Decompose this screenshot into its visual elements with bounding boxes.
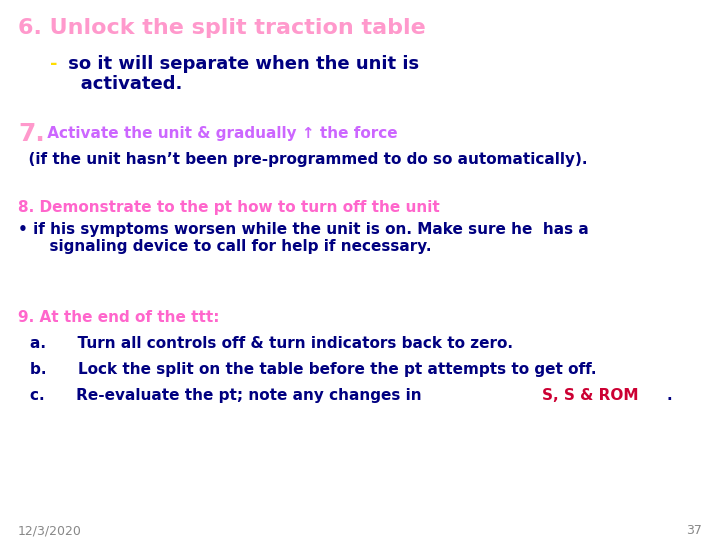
Text: 8. Demonstrate to the pt how to turn off the unit: 8. Demonstrate to the pt how to turn off… — [18, 200, 440, 215]
Text: so it will separate when the unit is: so it will separate when the unit is — [62, 55, 419, 73]
Text: (if the unit hasn’t been pre-programmed to do so automatically).: (if the unit hasn’t been pre-programmed … — [18, 152, 588, 167]
Text: -: - — [50, 55, 58, 73]
Text: • if his symptoms worsen while the unit is on. Make sure he  has a
      signali: • if his symptoms worsen while the unit … — [18, 222, 589, 254]
Text: activated.: activated. — [62, 75, 182, 93]
Text: b.      Lock the split on the table before the pt attempts to get off.: b. Lock the split on the table before th… — [30, 362, 596, 377]
Text: 37: 37 — [686, 524, 702, 537]
Text: .: . — [667, 388, 672, 403]
Text: Activate the unit & gradually ↑ the force: Activate the unit & gradually ↑ the forc… — [42, 126, 397, 141]
Text: a.      Turn all controls off & turn indicators back to zero.: a. Turn all controls off & turn indicato… — [30, 336, 513, 351]
Text: 7.: 7. — [18, 122, 45, 146]
Text: S, S & ROM: S, S & ROM — [542, 388, 639, 403]
Text: 12/3/2020: 12/3/2020 — [18, 524, 82, 537]
Text: c.      Re-evaluate the pt; note any changes in: c. Re-evaluate the pt; note any changes … — [30, 388, 427, 403]
Text: 9. At the end of the ttt:: 9. At the end of the ttt: — [18, 310, 220, 325]
Text: 6. Unlock the split traction table: 6. Unlock the split traction table — [18, 18, 426, 38]
